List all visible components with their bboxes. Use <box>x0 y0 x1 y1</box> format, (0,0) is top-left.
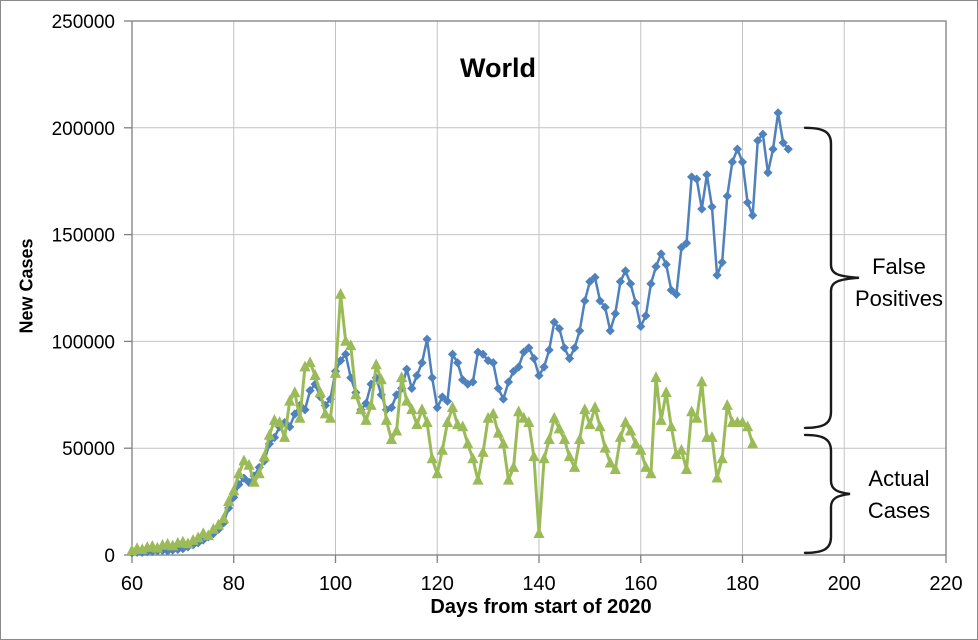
y-tick-label: 100000 <box>52 332 115 353</box>
x-tick-label: 220 <box>929 573 962 595</box>
chart-title: World <box>460 53 536 83</box>
y-tick-labels: 0 50000 100000 150000 200000 250000 <box>52 12 115 567</box>
false-positives-brace <box>803 126 860 430</box>
y-tick-label: 250000 <box>52 12 115 33</box>
actual-cases-label-line2: Cases <box>867 498 931 523</box>
x-tick-label: 160 <box>624 573 657 595</box>
y-tick-label: 50000 <box>62 439 115 460</box>
false-positives-label-line1: False <box>872 254 926 279</box>
x-tick-label: 180 <box>726 573 759 595</box>
series-markers <box>126 288 759 556</box>
x-tick-label: 100 <box>319 573 352 595</box>
x-tick-labels: 60 80 100 120 140 160 180 200 220 <box>121 573 963 595</box>
x-tick-label: 140 <box>522 573 555 595</box>
actual-cases-brace <box>803 433 851 555</box>
y-tick-label: 150000 <box>52 226 115 247</box>
x-axis-title: Days from start of 2020 <box>430 596 652 618</box>
actual-cases-label: Actual Cases <box>809 463 977 527</box>
false-positives-label-line2: Positives <box>854 286 944 311</box>
series-actual-cases <box>126 288 759 556</box>
y-axis-title-text: New Cases <box>16 238 37 334</box>
y-tick-label: 200000 <box>52 119 115 140</box>
x-tick-label: 60 <box>121 573 143 595</box>
y-tick-label: 0 <box>104 546 115 567</box>
series-markers <box>127 108 793 558</box>
actual-cases-label-line1: Actual <box>868 466 930 491</box>
x-tick-label: 80 <box>223 573 245 595</box>
x-tick-label: 120 <box>421 573 454 595</box>
x-tick-label: 200 <box>828 573 861 595</box>
gridlines <box>132 21 946 555</box>
false-positives-label: False Positives <box>809 251 977 315</box>
series-false-positives <box>127 108 793 558</box>
